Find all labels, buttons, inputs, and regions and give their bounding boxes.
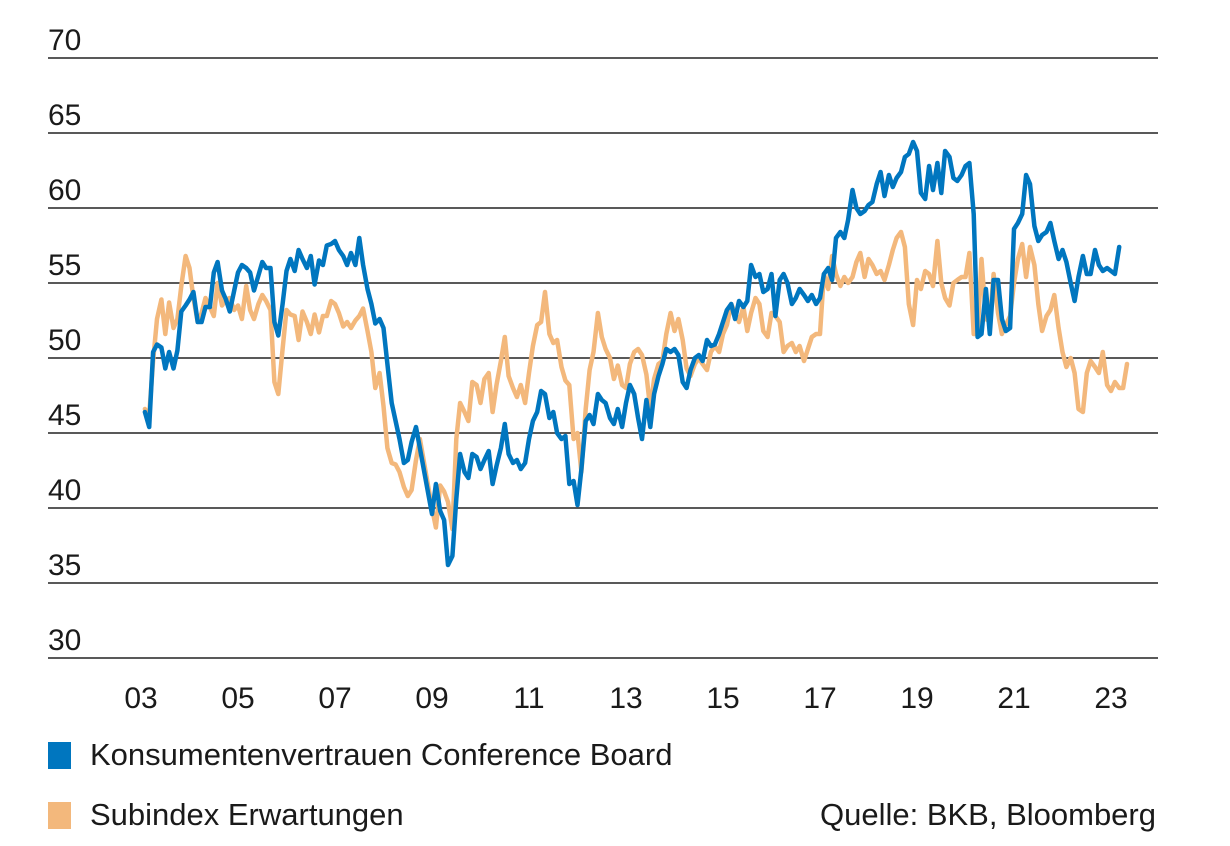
series-line-subindex-erwartungen: [142, 229, 1130, 532]
x-tick-label: 19: [900, 682, 933, 715]
y-tick-label: 60: [48, 174, 81, 207]
x-tick-label: 13: [609, 682, 642, 715]
y-axis-ticks: 30 35 40 45 50 55 60 65 70: [48, 24, 81, 657]
series-lines: [142, 139, 1130, 568]
x-tick-label: 09: [415, 682, 448, 715]
x-tick-label: 03: [124, 682, 157, 715]
legend-item-subindex-erwartungen: Subindex Erwartungen: [48, 797, 404, 833]
x-tick-label: 05: [221, 682, 254, 715]
y-tick-label: 55: [48, 249, 81, 282]
series-line-konsumentenvertrauen-conference-board: [142, 139, 1122, 568]
legend-label: Subindex Erwartungen: [90, 797, 404, 832]
legend-swatch-orange: [48, 801, 71, 829]
legend-swatch-blue: [48, 741, 71, 769]
y-tick-label: 65: [48, 99, 81, 132]
x-axis-ticks: 03 05 07 09 11 13 15 17 19 21 23: [124, 682, 1127, 715]
y-tick-label: 35: [48, 549, 81, 582]
legend-label: Konsumentenvertrauen Conference Board: [90, 737, 673, 772]
legend-item-konsumentenvertrauen: Konsumentenvertrauen Conference Board: [48, 737, 672, 773]
y-tick-label: 70: [48, 24, 81, 57]
y-tick-label: 40: [48, 474, 81, 507]
x-tick-label: 21: [997, 682, 1030, 715]
y-tick-label: 50: [48, 324, 81, 357]
y-tick-label: 45: [48, 399, 81, 432]
source-note: Quelle: BKB, Bloomberg: [819, 797, 1156, 832]
x-tick-label: 11: [513, 682, 544, 715]
x-tick-label: 23: [1094, 682, 1127, 715]
gridlines: [48, 57, 1158, 659]
x-tick-label: 07: [318, 682, 351, 715]
x-tick-label: 17: [803, 682, 836, 715]
y-tick-label: 30: [48, 624, 81, 657]
x-tick-label: 15: [706, 682, 739, 715]
